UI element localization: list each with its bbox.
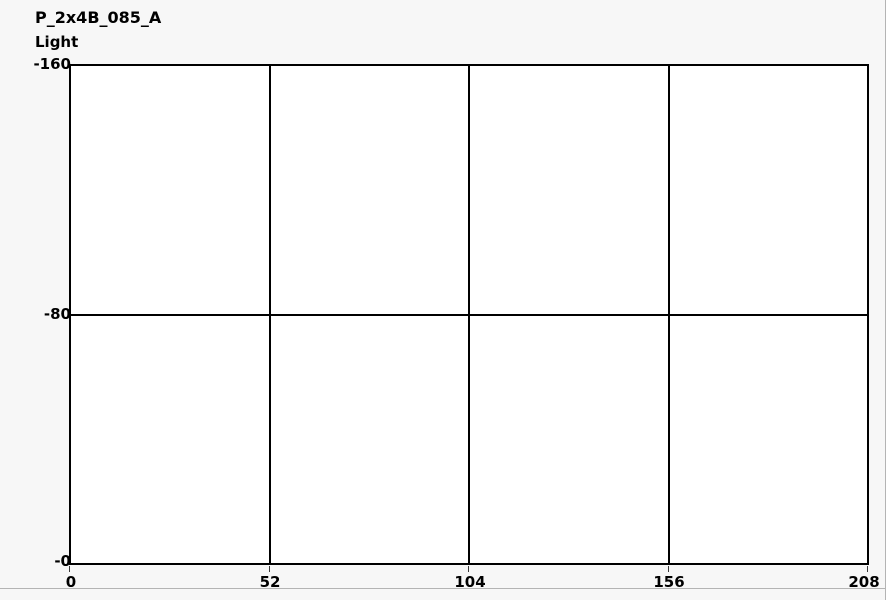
chart-title: P_2x4B_085_A [35, 8, 162, 27]
gridline-horizontal-80 [71, 314, 867, 316]
canvas-bottom-border [0, 588, 886, 589]
plot-area [69, 64, 869, 565]
x-tick-label-0: 0 [65, 573, 77, 591]
x-tick-mark-104 [468, 566, 469, 572]
y-tick-label-0: -0 [54, 552, 71, 570]
y-axis-title: Light [35, 33, 79, 51]
x-tick-label-104: 104 [454, 573, 486, 591]
x-tick-label-52: 52 [259, 573, 281, 591]
x-tick-mark-156 [668, 566, 669, 572]
x-tick-mark-52 [269, 566, 270, 572]
plot-grid [71, 66, 867, 563]
y-axis-ticks: -160 -80 -0 [0, 0, 71, 600]
x-tick-label-156: 156 [653, 573, 685, 591]
y-tick-label-160: -160 [33, 55, 71, 73]
x-tick-mark-208 [867, 566, 868, 572]
x-tick-label-208: 208 [848, 573, 880, 591]
y-tick-label-80: -80 [43, 305, 71, 323]
x-tick-mark-0 [69, 566, 70, 572]
